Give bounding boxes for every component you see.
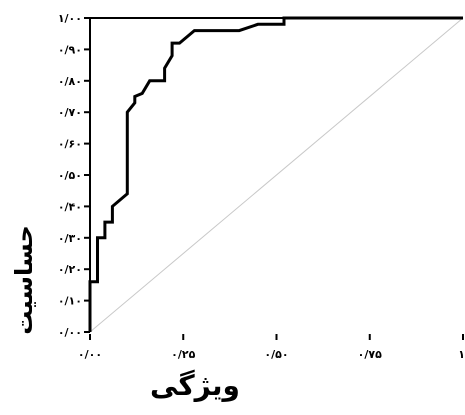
y-tick-label: ۰/۱۰ — [58, 295, 82, 308]
y-tick-label: ۰/۵۰ — [58, 169, 82, 182]
y-tick-label: ۰/۶۰ — [58, 138, 82, 151]
x-tick-label: ۰/۵۰ — [264, 348, 288, 361]
reference-diagonal-line — [89, 17, 464, 333]
y-tick-label: ۰/۹۰ — [58, 43, 82, 56]
y-tick-label: ۰/۷۰ — [58, 106, 82, 119]
x-tick-label: ۰/۲۵ — [171, 348, 195, 361]
series-layer — [88, 16, 464, 333]
y-tick-label: ۱/۰۰ — [58, 12, 82, 25]
y-axis-title: حساسیت — [10, 225, 38, 335]
x-tick-label: ۰/۰۰ — [78, 348, 102, 361]
x-ticks: ۰/۰۰ ۰/۲۵ ۰/۵۰ ۰/۷۵ ۱ — [78, 334, 465, 361]
y-ticks: ۰/۰۰ ۰/۱۰ ۰/۲۰ ۰/۳۰ ۰/۴۰ ۰/۵۰ ۰/۶۰ ۰/۷۰ ۰/۸۰ ۰/۹۰… — [58, 12, 90, 339]
x-tick-label: ۰/۷۵ — [358, 348, 382, 361]
y-tick-label: ۰/۲۰ — [58, 263, 82, 276]
roc-curve-line — [88, 16, 463, 332]
y-tick-label: ۰/۰۰ — [58, 326, 82, 339]
y-tick-label: ۰/۸۰ — [58, 75, 82, 88]
x-tick-label: ۱ — [458, 348, 465, 361]
y-tick-label: ۰/۴۰ — [58, 200, 82, 213]
y-tick-label: ۰/۳۰ — [58, 232, 82, 245]
x-axis-title: ویژگی — [150, 369, 240, 402]
